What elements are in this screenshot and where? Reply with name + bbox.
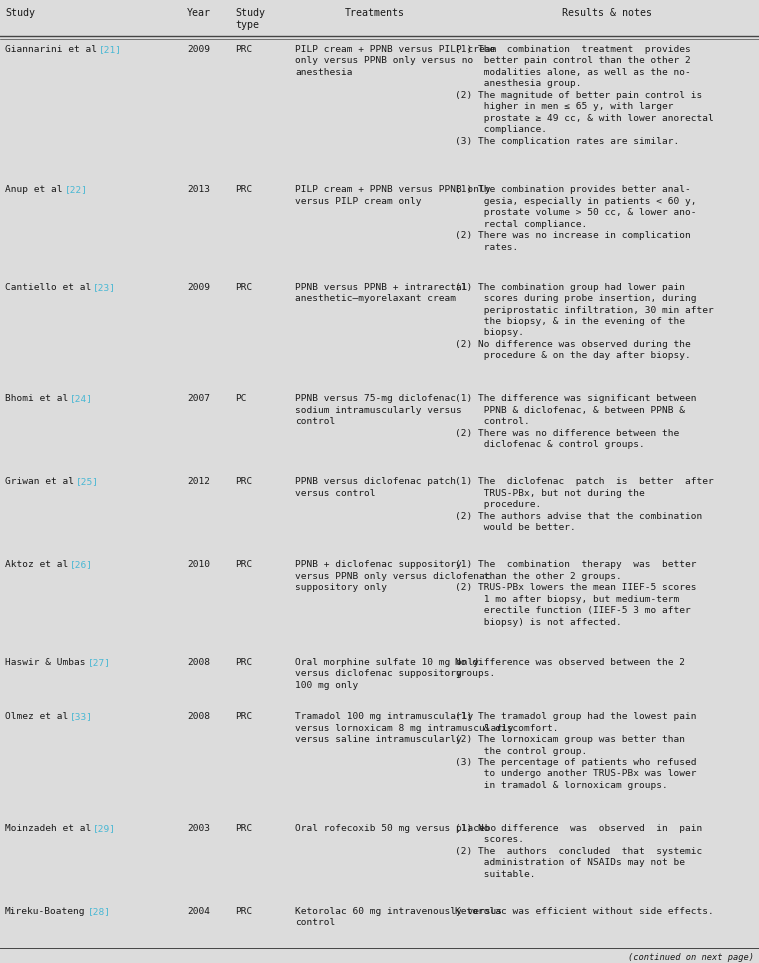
- Text: Oral morphine sulfate 10 mg only
versus diclofenac suppository
100 mg only: Oral morphine sulfate 10 mg only versus …: [295, 658, 479, 690]
- Text: Cantiello et al: Cantiello et al: [5, 283, 91, 292]
- Text: No difference was observed between the 2
groups.: No difference was observed between the 2…: [455, 658, 685, 678]
- Text: (1) The  combination  treatment  provides
     better pain control than the othe: (1) The combination treatment provides b…: [455, 45, 713, 145]
- Text: PRC: PRC: [235, 478, 252, 486]
- Text: (1) The difference was significant between
     PPNB & diclofenac, & between PPN: (1) The difference was significant betwe…: [455, 394, 697, 449]
- Text: 2009: 2009: [187, 45, 210, 54]
- Text: Ketorolac was efficient without side effects.: Ketorolac was efficient without side eff…: [455, 907, 713, 916]
- Text: PRC: PRC: [235, 713, 252, 721]
- Text: [23]: [23]: [93, 283, 116, 292]
- Text: (continued on next page): (continued on next page): [628, 953, 754, 962]
- Text: (1) The combination group had lower pain
     scores during probe insertion, dur: (1) The combination group had lower pain…: [455, 283, 713, 360]
- Text: PILP cream + PPNB versus PILP cream
only versus PPNB only versus no
anesthesia: PILP cream + PPNB versus PILP cream only…: [295, 45, 496, 77]
- Text: Mireku-Boateng: Mireku-Boateng: [5, 907, 86, 916]
- Text: Bhomi et al: Bhomi et al: [5, 394, 68, 403]
- Text: Anup et al: Anup et al: [5, 185, 62, 195]
- Text: Ketorolac 60 mg intravenously versus
control: Ketorolac 60 mg intravenously versus con…: [295, 907, 502, 927]
- Text: 2003: 2003: [187, 824, 210, 833]
- Text: (1) The  diclofenac  patch  is  better  after
     TRUS-PBx, but not during the
: (1) The diclofenac patch is better after…: [455, 478, 713, 533]
- Text: 2008: 2008: [187, 713, 210, 721]
- Text: [27]: [27]: [87, 658, 111, 666]
- Text: [26]: [26]: [71, 560, 93, 569]
- Text: [21]: [21]: [99, 45, 122, 54]
- Text: PRC: PRC: [235, 907, 252, 916]
- Text: PC: PC: [235, 394, 247, 403]
- Text: Tramadol 100 mg intramuscularly
versus lornoxicam 8 mg intramuscularly
versus sa: Tramadol 100 mg intramuscularly versus l…: [295, 713, 514, 744]
- Text: [29]: [29]: [93, 824, 116, 833]
- Text: Moinzadeh et al: Moinzadeh et al: [5, 824, 91, 833]
- Text: 2007: 2007: [187, 394, 210, 403]
- Text: PRC: PRC: [235, 658, 252, 666]
- Text: Aktoz et al: Aktoz et al: [5, 560, 68, 569]
- Text: Giannarini et al: Giannarini et al: [5, 45, 97, 54]
- Text: Haswir & Umbas: Haswir & Umbas: [5, 658, 86, 666]
- Text: PRC: PRC: [235, 560, 252, 569]
- Text: PRC: PRC: [235, 185, 252, 195]
- Text: Olmez et al: Olmez et al: [5, 713, 68, 721]
- Text: PPNB + diclofenac suppository
versus PPNB only versus diclofenac
suppository onl: PPNB + diclofenac suppository versus PPN…: [295, 560, 490, 592]
- Text: PPNB versus diclofenac patch
versus control: PPNB versus diclofenac patch versus cont…: [295, 478, 456, 498]
- Text: Study
type: Study type: [235, 8, 265, 30]
- Text: PPNB versus PPNB + intrarectal
anesthetic–myorelaxant cream: PPNB versus PPNB + intrarectal anestheti…: [295, 283, 468, 303]
- Text: [25]: [25]: [76, 478, 99, 486]
- Text: Oral rofecoxib 50 mg versus placebo: Oral rofecoxib 50 mg versus placebo: [295, 824, 496, 833]
- Text: Griwan et al: Griwan et al: [5, 478, 74, 486]
- Text: 2004: 2004: [187, 907, 210, 916]
- Text: PRC: PRC: [235, 824, 252, 833]
- Text: PRC: PRC: [235, 283, 252, 292]
- Text: PRC: PRC: [235, 45, 252, 54]
- Text: Study: Study: [5, 8, 35, 18]
- Text: PPNB versus 75-mg diclofenac
sodium intramuscularly versus
control: PPNB versus 75-mg diclofenac sodium intr…: [295, 394, 461, 427]
- Text: (1) The  combination  therapy  was  better
     than the other 2 groups.
(2) TRU: (1) The combination therapy was better t…: [455, 560, 697, 627]
- Text: 2012: 2012: [187, 478, 210, 486]
- Text: 2010: 2010: [187, 560, 210, 569]
- Text: 2013: 2013: [187, 185, 210, 195]
- Text: [22]: [22]: [65, 185, 87, 195]
- Text: 2009: 2009: [187, 283, 210, 292]
- Text: [33]: [33]: [71, 713, 93, 721]
- Text: PILP cream + PPNB versus PPNB only
versus PILP cream only: PILP cream + PPNB versus PPNB only versu…: [295, 185, 490, 206]
- Text: (1) The tramadol group had the lowest pain
     & discomfort.
(2) The lornoxicam: (1) The tramadol group had the lowest pa…: [455, 713, 697, 790]
- Text: Results & notes: Results & notes: [562, 8, 652, 18]
- Text: Year: Year: [187, 8, 211, 18]
- Text: [24]: [24]: [71, 394, 93, 403]
- Text: (1) No  difference  was  observed  in  pain
     scores.
(2) The  authors  concl: (1) No difference was observed in pain s…: [455, 824, 702, 878]
- Text: 2008: 2008: [187, 658, 210, 666]
- Text: (1) The combination provides better anal-
     gesia, especially in patients < 6: (1) The combination provides better anal…: [455, 185, 697, 251]
- Text: [28]: [28]: [87, 907, 111, 916]
- Text: Treatments: Treatments: [345, 8, 405, 18]
